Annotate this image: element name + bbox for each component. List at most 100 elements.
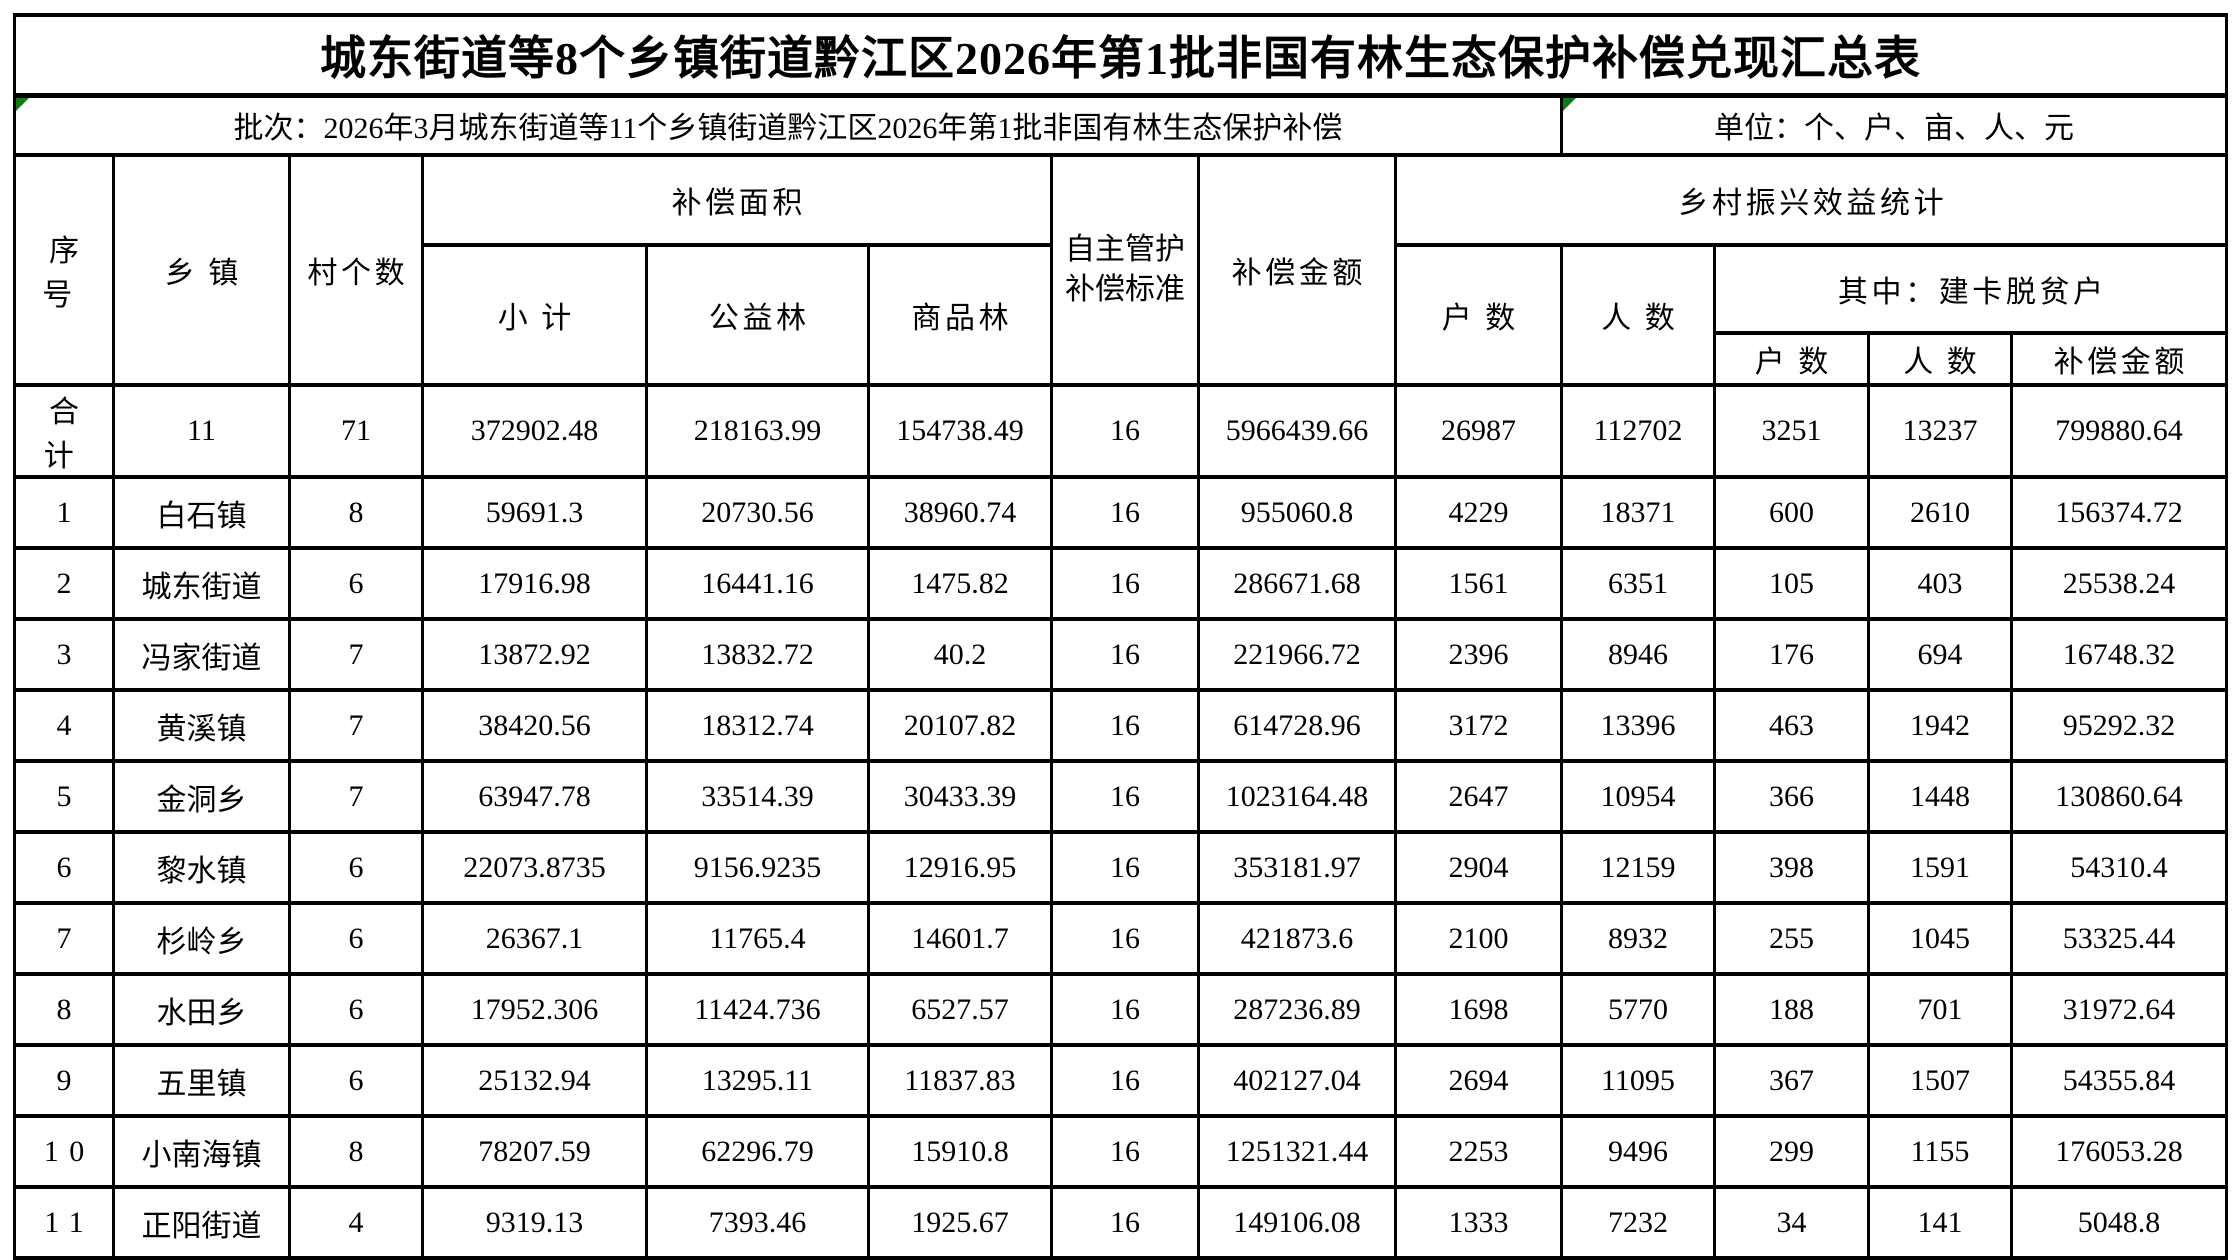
header-people: 人数 xyxy=(1560,243,1716,387)
cell-compensation-amount: 402127.04 xyxy=(1197,1043,1397,1118)
cell-public-welfare-forest: 11424.736 xyxy=(645,972,870,1047)
cell-poor-compensation-amount: 156374.72 xyxy=(2010,475,2228,550)
cell-poor-compensation-amount: 799880.64 xyxy=(2010,383,2228,479)
cell-commercial-forest: 14601.7 xyxy=(867,901,1053,976)
cell-poor-people: 2610 xyxy=(1867,475,2013,550)
cell-commercial-forest: 12916.95 xyxy=(867,830,1053,905)
page-title: 城东街道等8个乡镇街道黔江区2026年第1批非国有林生态保护补偿兑现汇总表 xyxy=(13,13,2228,98)
table-row: 合计 11 71 372902.48 218163.99 154738.49 16 59664… xyxy=(13,383,2228,479)
header-registered-poverty-group: 其中：建卡脱贫户 xyxy=(1713,243,2228,335)
cell-serial: 8 xyxy=(13,972,115,1047)
cell-poor-households: 188 xyxy=(1713,972,1870,1047)
cell-poor-people: 701 xyxy=(1867,972,2013,1047)
cell-poor-households: 34 xyxy=(1713,1185,1870,1260)
cell-poor-compensation-amount: 16748.32 xyxy=(2010,617,2228,692)
cell-poor-households: 299 xyxy=(1713,1114,1870,1189)
cell-compensation-amount: 221966.72 xyxy=(1197,617,1397,692)
table-row: 7 杉岭乡 6 26367.1 11765.4 14601.7 16 421873.6 2100… xyxy=(13,901,2228,976)
header-poor-amount: 补偿金额 xyxy=(2010,331,2228,387)
cell-compensation-amount: 1023164.48 xyxy=(1197,759,1397,834)
cell-poor-households: 600 xyxy=(1713,475,1870,550)
cell-public-welfare-forest: 13295.11 xyxy=(645,1043,870,1118)
cell-township: 11 xyxy=(112,383,291,479)
table-row: 10 小南海镇 8 78207.59 62296.79 15910.8 16 1251321.… xyxy=(13,1114,2228,1189)
cell-households: 2253 xyxy=(1394,1114,1563,1189)
table-row: 1 白石镇 8 59691.3 20730.56 38960.74 16 955060.8 42… xyxy=(13,475,2228,550)
cell-self-management-standard: 16 xyxy=(1050,546,1200,621)
cell-people: 112702 xyxy=(1560,383,1716,479)
cell-compensation-amount: 421873.6 xyxy=(1197,901,1397,976)
header-public-welfare-forest: 公益林 xyxy=(645,243,870,387)
header-commercial-forest: 商品林 xyxy=(867,243,1053,387)
cell-area-subtotal: 78207.59 xyxy=(421,1114,648,1189)
header-compensation-amount: 补偿金额 xyxy=(1197,153,1397,387)
cell-poor-households: 3251 xyxy=(1713,383,1870,479)
cell-compensation-amount: 1251321.44 xyxy=(1197,1114,1397,1189)
cell-serial: 合计 xyxy=(13,383,115,479)
cell-village-count: 6 xyxy=(288,972,424,1047)
cell-commercial-forest: 11837.83 xyxy=(867,1043,1053,1118)
header-serial: 序号 xyxy=(13,153,115,387)
cell-serial: 9 xyxy=(13,1043,115,1118)
cell-commercial-forest: 40.2 xyxy=(867,617,1053,692)
cell-serial: 6 xyxy=(13,830,115,905)
cell-township: 正阳街道 xyxy=(112,1185,291,1260)
cell-area-subtotal: 17916.98 xyxy=(421,546,648,621)
cell-poor-people: 1507 xyxy=(1867,1043,2013,1118)
cell-people: 11095 xyxy=(1560,1043,1716,1118)
cell-village-count: 6 xyxy=(288,546,424,621)
cell-self-management-standard: 16 xyxy=(1050,383,1200,479)
cell-serial: 5 xyxy=(13,759,115,834)
cell-compensation-amount: 614728.96 xyxy=(1197,688,1397,763)
cell-poor-households: 398 xyxy=(1713,830,1870,905)
cell-township: 白石镇 xyxy=(112,475,291,550)
cell-public-welfare-forest: 16441.16 xyxy=(645,546,870,621)
cell-poor-households: 367 xyxy=(1713,1043,1870,1118)
header-rural-revitalization-stats: 乡村振兴效益统计 xyxy=(1394,153,2228,247)
info-row: 批次：2026年3月城东街道等11个乡镇街道黔江区2026年第1批非国有林生态保… xyxy=(13,93,2228,157)
table-row: 6 黎水镇 6 22073.8735 9156.9235 12916.95 16 353181… xyxy=(13,830,2228,905)
cell-township: 五里镇 xyxy=(112,1043,291,1118)
table-row: 3 冯家街道 7 13872.92 13832.72 40.2 16 221966.72 239… xyxy=(13,617,2228,692)
header-area-subtotal: 小计 xyxy=(421,243,648,387)
cell-self-management-standard: 16 xyxy=(1050,1043,1200,1118)
cell-compensation-amount: 5966439.66 xyxy=(1197,383,1397,479)
cell-compensation-amount: 286671.68 xyxy=(1197,546,1397,621)
cell-area-subtotal: 26367.1 xyxy=(421,901,648,976)
cell-commercial-forest: 154738.49 xyxy=(867,383,1053,479)
cell-poor-households: 463 xyxy=(1713,688,1870,763)
cell-area-subtotal: 63947.78 xyxy=(421,759,648,834)
cell-people: 8946 xyxy=(1560,617,1716,692)
cell-village-count: 8 xyxy=(288,475,424,550)
cell-township: 黄溪镇 xyxy=(112,688,291,763)
cell-people: 7232 xyxy=(1560,1185,1716,1260)
cell-township: 金洞乡 xyxy=(112,759,291,834)
batch-cell: 批次：2026年3月城东街道等11个乡镇街道黔江区2026年第1批非国有林生态保… xyxy=(13,93,1563,157)
cell-township: 水田乡 xyxy=(112,972,291,1047)
cell-self-management-standard: 16 xyxy=(1050,1185,1200,1260)
cell-township: 小南海镇 xyxy=(112,1114,291,1189)
unit-label: 单位：个、户、亩、人、元 xyxy=(1714,112,2074,146)
error-flag-triangle-icon xyxy=(17,99,29,111)
cell-poor-compensation-amount: 130860.64 xyxy=(2010,759,2228,834)
cell-area-subtotal: 372902.48 xyxy=(421,383,648,479)
cell-public-welfare-forest: 11765.4 xyxy=(645,901,870,976)
cell-people: 10954 xyxy=(1560,759,1716,834)
table-body: 合计 11 71 372902.48 218163.99 154738.49 16 59664… xyxy=(13,383,2228,1260)
cell-public-welfare-forest: 9156.9235 xyxy=(645,830,870,905)
cell-village-count: 4 xyxy=(288,1185,424,1260)
cell-serial: 7 xyxy=(13,901,115,976)
cell-self-management-standard: 16 xyxy=(1050,688,1200,763)
cell-township: 冯家街道 xyxy=(112,617,291,692)
cell-poor-people: 1155 xyxy=(1867,1114,2013,1189)
cell-village-count: 8 xyxy=(288,1114,424,1189)
cell-commercial-forest: 15910.8 xyxy=(867,1114,1053,1189)
cell-poor-people: 13237 xyxy=(1867,383,2013,479)
cell-poor-households: 176 xyxy=(1713,617,1870,692)
cell-commercial-forest: 30433.39 xyxy=(867,759,1053,834)
cell-area-subtotal: 17952.306 xyxy=(421,972,648,1047)
cell-compensation-amount: 287236.89 xyxy=(1197,972,1397,1047)
cell-poor-people: 1045 xyxy=(1867,901,2013,976)
cell-village-count: 6 xyxy=(288,1043,424,1118)
